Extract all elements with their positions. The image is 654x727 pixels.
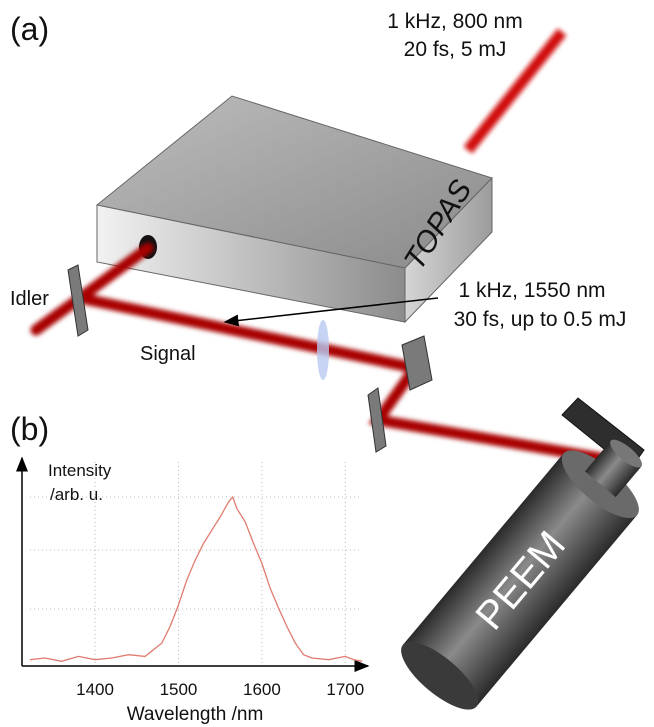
spectrum-line <box>30 497 362 661</box>
x-axis-label: Wavelength /nm <box>127 704 264 725</box>
annotation: 1 kHz, 1550 nm <box>458 279 605 302</box>
beam-label: Idler <box>10 288 49 310</box>
figure: TOPAS PEEM (a) 1 kHz, 800 nm 20 fs, 5 mJ… <box>0 0 654 727</box>
panel-label: (a) <box>10 11 49 47</box>
x-tick-label: 1600 <box>243 680 281 699</box>
annotation: 20 fs, 5 mJ <box>404 38 507 61</box>
lens <box>317 320 329 380</box>
x-tick-label: 1400 <box>76 680 114 699</box>
x-tick-label: 1700 <box>326 680 364 699</box>
x-tick-label: 1500 <box>160 680 198 699</box>
annotation: 30 fs, up to 0.5 mJ <box>454 308 627 331</box>
annotation: 1 kHz, 800 nm <box>387 10 522 33</box>
peem: PEEM <box>391 417 654 720</box>
beam-label: Signal <box>140 343 196 365</box>
idler-beam <box>36 248 148 330</box>
panel-label: (b) <box>10 411 49 447</box>
y-axis-label: Intensity <box>48 461 112 480</box>
